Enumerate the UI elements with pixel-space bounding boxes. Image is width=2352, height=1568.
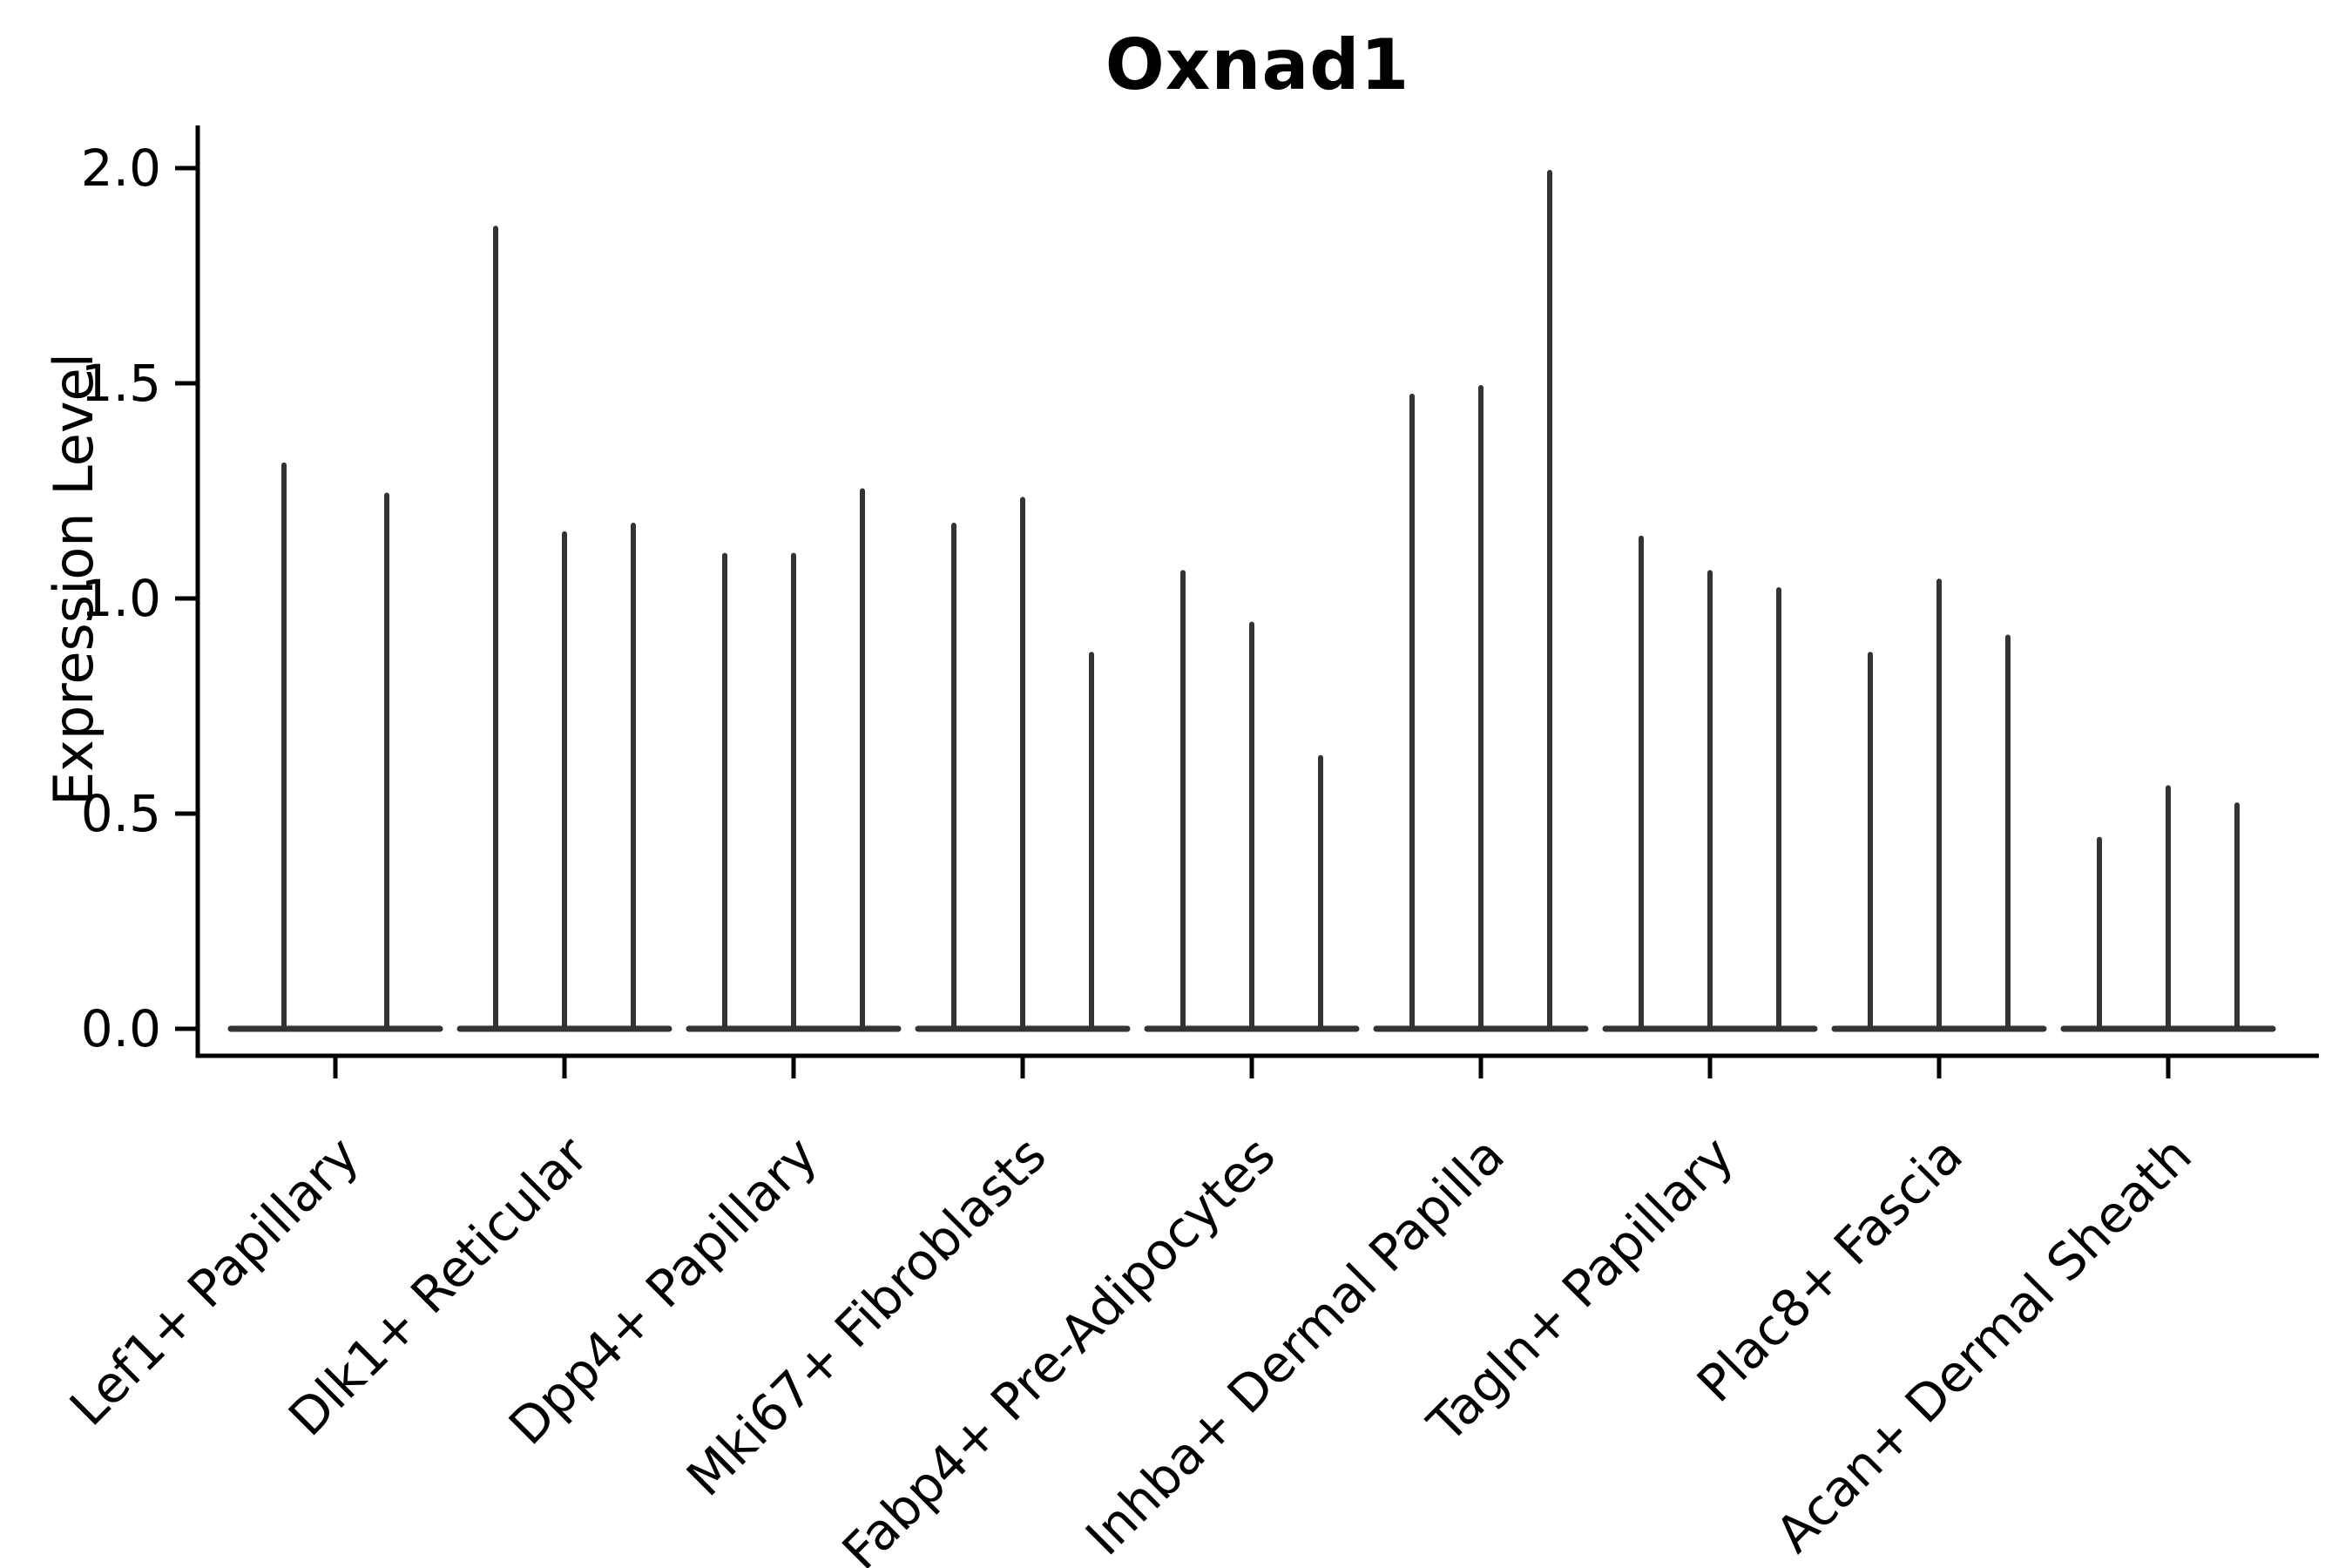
y-tick-label: 0.5	[81, 784, 161, 843]
y-tick-label: 2.0	[81, 139, 161, 198]
x-tick-label: Acan+ Dermal Sheath	[1764, 1125, 2202, 1564]
x-tick-label: Fabp4+ Pre-Adipocytes	[831, 1125, 1287, 1568]
y-tick-label: 1.5	[81, 354, 161, 413]
y-tick-label: 0.0	[81, 999, 161, 1058]
x-tick-label: Inhba+ Dermal Papilla	[1074, 1125, 1516, 1567]
chart-title: Oxnad1	[1105, 24, 1410, 105]
y-tick-label: 1.0	[81, 569, 161, 628]
